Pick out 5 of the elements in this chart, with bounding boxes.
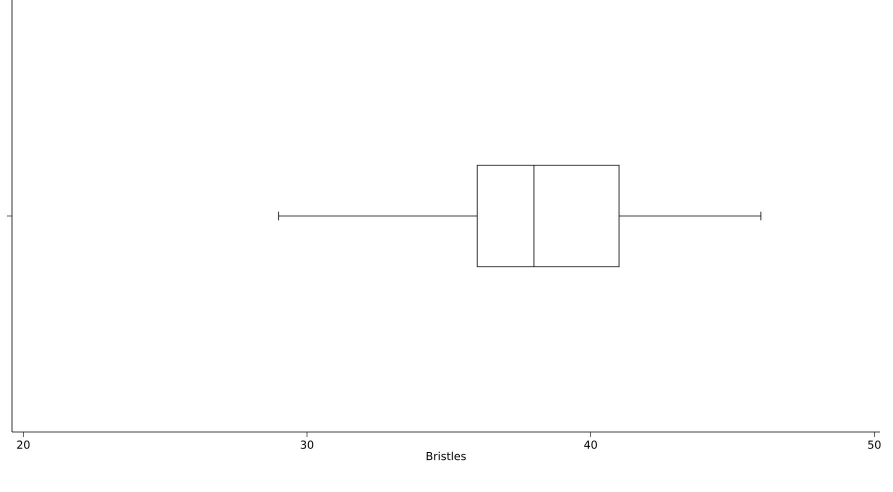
x-axis-title: Bristles bbox=[426, 452, 466, 460]
x-tick-label: 20 bbox=[17, 440, 30, 449]
x-tick-label: 50 bbox=[868, 440, 881, 449]
x-tick-label: 30 bbox=[300, 440, 314, 449]
x-tick-label: 40 bbox=[584, 440, 597, 449]
